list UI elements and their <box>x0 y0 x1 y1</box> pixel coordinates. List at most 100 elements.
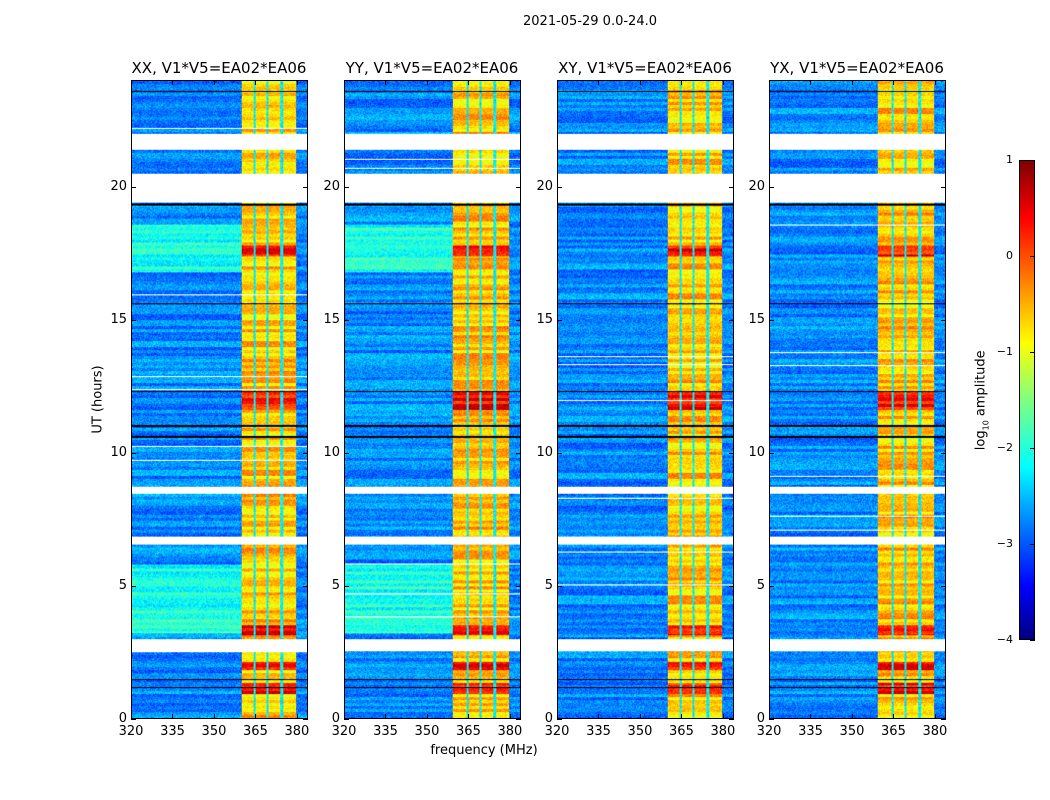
y-tick-label: 10 <box>323 444 340 460</box>
x-tick-label: 320 <box>118 724 144 739</box>
y-axis-label: UT (hours) <box>90 365 106 434</box>
x-tick-mark <box>131 714 132 719</box>
x-tick-mark <box>893 714 895 719</box>
y-tick-label: 20 <box>748 178 765 194</box>
x-tick-mark <box>385 80 387 85</box>
heatmap-panel-xx <box>131 80 308 719</box>
x-tick-mark <box>934 714 936 719</box>
y-tick-mark <box>557 452 562 454</box>
heatmap-panel-yx <box>769 80 946 719</box>
x-tick-mark <box>598 714 600 719</box>
x-tick-label: 365 <box>881 724 906 739</box>
panel-title-xy: XY, V1*V5=EA02*EA06 <box>558 59 732 77</box>
colorbar <box>1019 160 1035 640</box>
colorbar-label: log10 amplitude <box>974 330 991 470</box>
y-tick-label: 15 <box>748 311 765 327</box>
y-tick-mark <box>303 319 308 321</box>
x-tick-label: 335 <box>160 724 185 739</box>
x-tick-mark <box>557 80 558 85</box>
x-tick-mark <box>681 714 683 719</box>
y-tick-label: 20 <box>110 178 127 194</box>
y-tick-label: 20 <box>323 178 340 194</box>
y-tick-label: 20 <box>536 178 553 194</box>
y-tick-mark <box>941 719 946 720</box>
y-tick-mark <box>769 452 774 454</box>
y-tick-mark <box>729 585 734 587</box>
x-tick-mark <box>172 80 174 85</box>
y-tick-mark <box>131 452 136 454</box>
y-tick-mark <box>344 319 349 321</box>
heatmap-image-yy <box>345 81 520 718</box>
x-tick-mark <box>213 80 215 85</box>
x-tick-mark <box>131 80 132 85</box>
x-tick-mark <box>344 714 345 719</box>
x-tick-label: 335 <box>373 724 398 739</box>
x-tick-mark <box>639 714 641 719</box>
x-tick-label: 350 <box>414 724 440 739</box>
y-tick-label: 10 <box>110 444 127 460</box>
panel-title-xx: XX, V1*V5=EA02*EA06 <box>131 59 307 77</box>
x-tick-mark <box>810 80 812 85</box>
x-tick-mark <box>296 80 298 85</box>
y-tick-mark <box>131 585 136 587</box>
colorbar-label-prefix: log <box>973 430 989 451</box>
y-tick-mark <box>344 719 349 720</box>
x-tick-mark <box>557 714 558 719</box>
heatmap-image-xy <box>558 81 733 718</box>
x-tick-mark <box>468 714 470 719</box>
y-tick-mark <box>516 585 521 587</box>
y-tick-label: 5 <box>331 577 340 593</box>
colorbar-tick-mark <box>1030 544 1035 545</box>
x-tick-mark <box>172 714 174 719</box>
x-tick-label: 350 <box>839 724 865 739</box>
x-tick-mark <box>769 714 770 719</box>
x-tick-label: 365 <box>669 724 694 739</box>
y-tick-mark <box>516 452 521 454</box>
heatmap-image-yx <box>770 81 945 718</box>
y-tick-mark <box>303 452 308 454</box>
x-tick-label: 365 <box>456 724 481 739</box>
colorbar-tick-label: −4 <box>996 633 1013 646</box>
x-tick-mark <box>426 80 428 85</box>
heatmap-panel-xy <box>557 80 734 719</box>
y-tick-mark <box>344 452 349 454</box>
y-tick-mark <box>941 585 946 587</box>
x-tick-label: 320 <box>331 724 357 739</box>
y-tick-mark <box>729 186 734 188</box>
x-tick-label: 335 <box>798 724 823 739</box>
y-tick-label: 15 <box>323 311 340 327</box>
y-tick-mark <box>557 585 562 587</box>
y-tick-mark <box>729 319 734 321</box>
y-tick-label: 15 <box>110 311 127 327</box>
y-tick-label: 0 <box>331 711 340 726</box>
x-tick-mark <box>296 714 298 719</box>
x-axis-label: frequency (MHz) <box>430 743 538 758</box>
y-tick-mark <box>303 186 308 188</box>
x-tick-mark <box>509 714 511 719</box>
y-tick-mark <box>557 186 562 188</box>
colorbar-tick-label: −1 <box>996 345 1013 358</box>
panel-title-yx: YX, V1*V5=EA02*EA06 <box>770 59 944 77</box>
y-tick-mark <box>131 319 136 321</box>
x-tick-label: 320 <box>544 724 570 739</box>
y-tick-mark <box>769 585 774 587</box>
x-tick-mark <box>255 80 257 85</box>
y-tick-label: 10 <box>536 444 553 460</box>
y-tick-mark <box>769 719 774 720</box>
x-tick-mark <box>810 714 812 719</box>
colorbar-tick-label: 1 <box>1006 153 1013 166</box>
y-tick-label: 10 <box>748 444 765 460</box>
y-tick-mark <box>303 585 308 587</box>
y-tick-mark <box>557 719 562 720</box>
panel-title-yy: YY, V1*V5=EA02*EA06 <box>345 59 519 77</box>
x-tick-mark <box>598 80 600 85</box>
y-tick-mark <box>516 319 521 321</box>
colorbar-tick-mark <box>1030 448 1035 449</box>
x-tick-mark <box>385 714 387 719</box>
heatmap-panel-yy <box>344 80 521 719</box>
y-tick-mark <box>941 186 946 188</box>
colorbar-tick-mark <box>1030 640 1035 641</box>
x-tick-label: 380 <box>284 724 310 739</box>
y-tick-mark <box>344 186 349 188</box>
